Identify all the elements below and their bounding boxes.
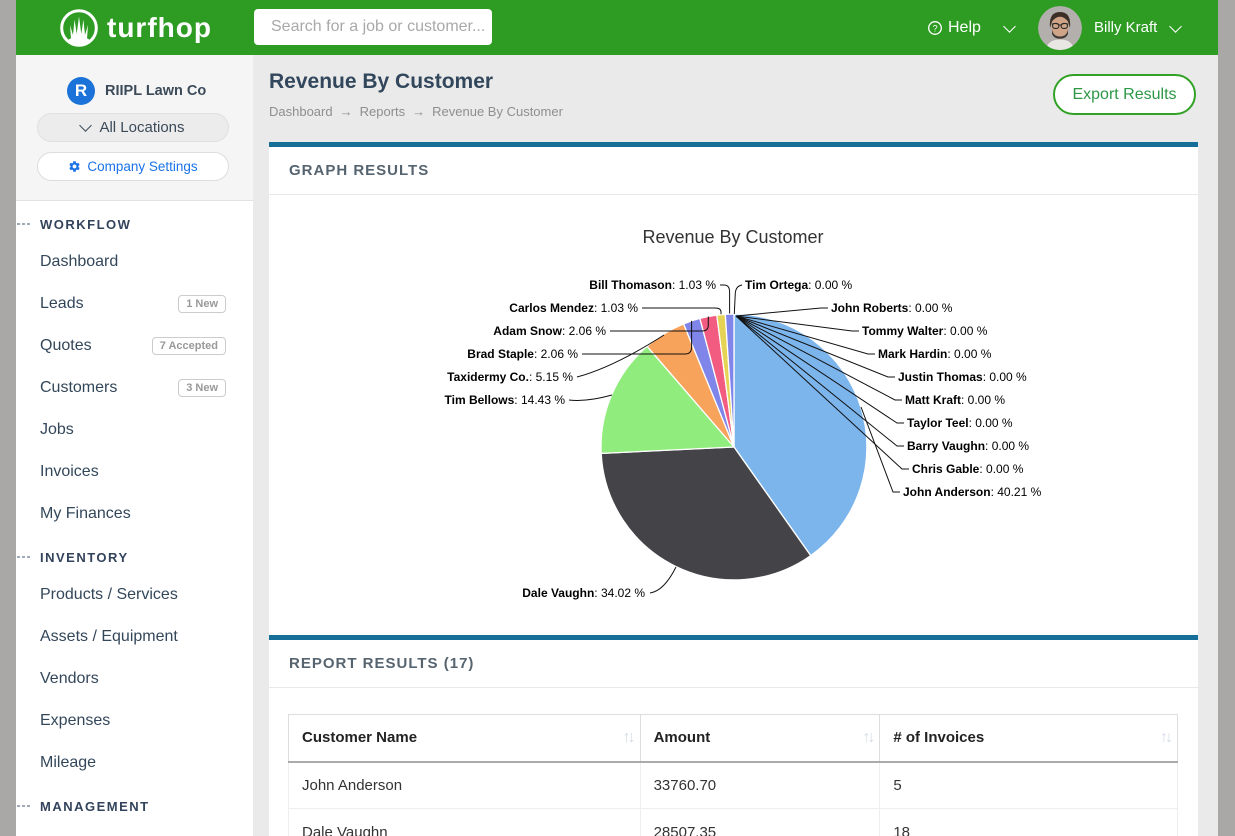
svg-text:Taxidermy Co.: 5.15 %: Taxidermy Co.: 5.15 % bbox=[447, 370, 573, 384]
svg-text:Tommy Walter: 0.00 %: Tommy Walter: 0.00 % bbox=[862, 324, 988, 338]
svg-text:Mark Hardin: 0.00 %: Mark Hardin: 0.00 % bbox=[878, 347, 992, 361]
svg-text:John Anderson: 40.21 %: John Anderson: 40.21 % bbox=[903, 485, 1042, 499]
svg-text:Taylor Teel: 0.00 %: Taylor Teel: 0.00 % bbox=[907, 416, 1013, 430]
svg-text:Brad Staple: 2.06 %: Brad Staple: 2.06 % bbox=[467, 347, 578, 361]
svg-text:Matt Kraft: 0.00 %: Matt Kraft: 0.00 % bbox=[905, 393, 1005, 407]
svg-text:Justin Thomas: 0.00 %: Justin Thomas: 0.00 % bbox=[898, 370, 1027, 384]
svg-text:Carlos Mendez: 1.03 %: Carlos Mendez: 1.03 % bbox=[509, 301, 638, 315]
svg-text:Revenue By Customer: Revenue By Customer bbox=[642, 227, 823, 247]
svg-text:John Roberts: 0.00 %: John Roberts: 0.00 % bbox=[831, 301, 953, 315]
svg-text:Adam Snow: 2.06 %: Adam Snow: 2.06 % bbox=[493, 324, 606, 338]
svg-text:Tim Ortega: 0.00 %: Tim Ortega: 0.00 % bbox=[745, 278, 852, 292]
svg-text:Chris Gable: 0.00 %: Chris Gable: 0.00 % bbox=[912, 462, 1024, 476]
svg-text:Barry Vaughn: 0.00 %: Barry Vaughn: 0.00 % bbox=[907, 439, 1029, 453]
svg-text:Dale Vaughn: 34.02 %: Dale Vaughn: 34.02 % bbox=[522, 586, 645, 600]
svg-text:?: ? bbox=[932, 23, 937, 33]
svg-text:Tim Bellows: 14.43 %: Tim Bellows: 14.43 % bbox=[445, 393, 566, 407]
svg-text:Bill Thomason: 1.03 %: Bill Thomason: 1.03 % bbox=[589, 278, 716, 292]
